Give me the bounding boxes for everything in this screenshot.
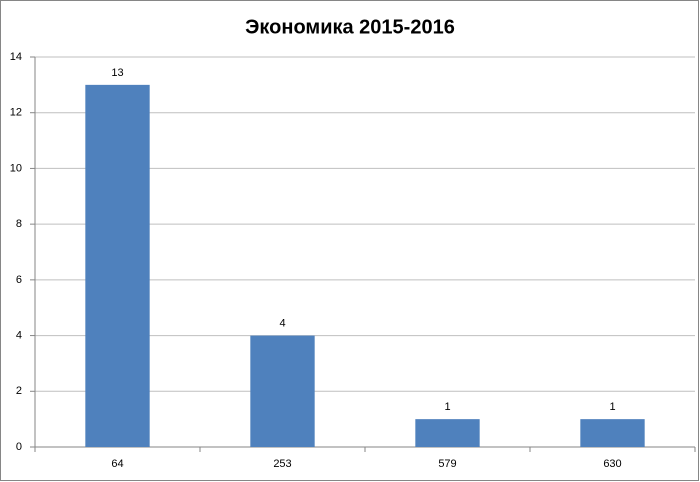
bar — [85, 84, 150, 447]
y-tick-label: 10 — [10, 162, 22, 174]
chart-title: Экономика 2015-2016 — [245, 16, 455, 38]
y-tick-label: 14 — [10, 51, 22, 63]
x-tick-label: 630 — [603, 458, 621, 470]
x-tick-label: 253 — [273, 458, 291, 470]
y-tick-label: 2 — [16, 385, 22, 397]
data-label: 1 — [444, 401, 450, 413]
bar — [415, 419, 480, 447]
y-tick-label: 12 — [10, 107, 22, 119]
y-tick-label: 4 — [16, 329, 22, 341]
y-tick-label: 6 — [16, 274, 22, 286]
data-label: 1 — [609, 401, 615, 413]
x-tick-label: 579 — [438, 458, 456, 470]
bar — [250, 335, 315, 447]
data-label: 13 — [111, 67, 123, 79]
y-tick-label: 0 — [16, 441, 22, 453]
data-label: 4 — [279, 317, 285, 329]
x-tick-label: 64 — [111, 458, 123, 470]
bar — [580, 419, 645, 447]
y-tick-label: 8 — [16, 218, 22, 230]
